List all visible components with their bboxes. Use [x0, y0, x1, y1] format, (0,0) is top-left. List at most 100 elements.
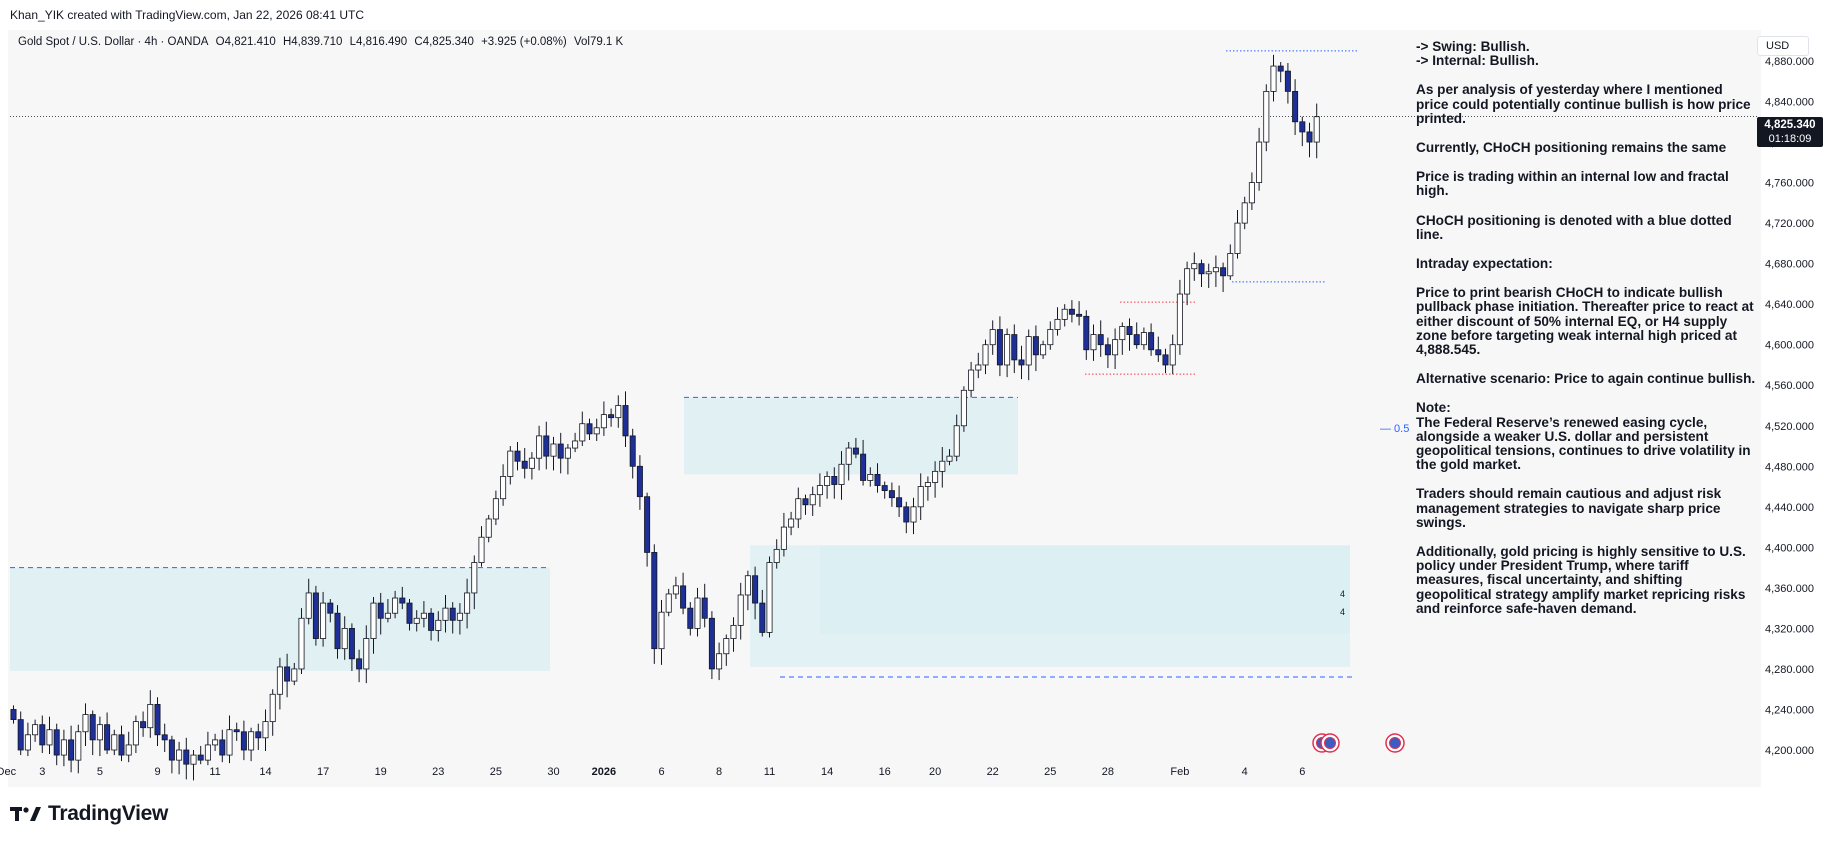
candle-body [96, 724, 103, 741]
candle-body [845, 447, 852, 465]
candle-body [10, 709, 17, 721]
time-axis-tick: 2026 [592, 766, 616, 778]
candle-body [1068, 308, 1075, 315]
candle-body [60, 739, 67, 756]
candle-body [1032, 336, 1039, 356]
currency-selector[interactable]: USD [1757, 36, 1809, 56]
time-axis-tick: 11 [209, 766, 220, 778]
candle-body [291, 668, 298, 682]
candle-body [356, 658, 363, 670]
time-axis-tick: 6 [1299, 766, 1305, 778]
candle-body [428, 612, 435, 631]
candle-body [161, 734, 168, 741]
symbol-label[interactable]: Gold Spot / U.S. Dollar · 4h · OANDA [18, 36, 209, 48]
candle-body [615, 405, 622, 419]
price-axis-tick: 4,520.000 [1765, 421, 1814, 433]
candle-body [932, 470, 939, 483]
candle-body [1227, 253, 1234, 277]
candle-body [377, 602, 384, 619]
time-axis-tick: 6 [658, 766, 664, 778]
candle-body [1277, 65, 1284, 72]
candle-body [629, 435, 636, 467]
candle-body [1241, 202, 1248, 224]
candle-body [975, 364, 982, 371]
time-axis-tick: 30 [547, 766, 559, 778]
candle-body [1212, 267, 1219, 273]
candle-body [543, 435, 550, 457]
candle-body [982, 344, 989, 366]
price-axis-tick: 4,400.000 [1765, 542, 1814, 554]
candle-body [226, 729, 233, 756]
candle-body [1140, 332, 1147, 346]
candle-body [1148, 332, 1155, 351]
candle-body [1205, 271, 1212, 275]
candle-body [255, 731, 262, 739]
candle-body [824, 476, 831, 486]
candle-body [1191, 263, 1198, 270]
candle-body [622, 405, 629, 437]
candle-body [363, 638, 370, 670]
candle-body [838, 463, 845, 485]
price-chart[interactable]: — 0.54,880.0004,840.0004,800.0004,760.00… [0, 0, 1835, 787]
zone-side-label: 4 [1340, 607, 1345, 617]
candle-body [17, 719, 24, 751]
open-value: O4,821.410 [215, 36, 276, 48]
time-axis-tick: 3 [39, 766, 45, 778]
candle-body [312, 592, 319, 639]
candle-body [68, 739, 75, 761]
candle-body [471, 562, 478, 594]
candle-body [572, 440, 579, 449]
candle-body [1299, 121, 1306, 133]
equilibrium-label: — 0.5 [1380, 423, 1409, 435]
note-traders: Traders should remain cautious and adjus… [1416, 486, 1722, 530]
candle-body [888, 490, 895, 499]
candle-body [536, 435, 543, 459]
candle-body [1313, 116, 1320, 143]
candle-body [651, 552, 658, 650]
tradingview-logo[interactable]: TradingView [10, 802, 168, 826]
candle-body [723, 638, 730, 655]
candle-body [384, 612, 391, 619]
candle-body [744, 575, 751, 596]
candle-body [730, 624, 737, 639]
candle-body [1169, 344, 1176, 366]
candle-body [672, 585, 679, 595]
candle-body [46, 729, 53, 746]
low-value: L4,816.490 [349, 36, 408, 48]
price-axis-tick: 4,680.000 [1765, 259, 1814, 271]
price-axis-tick: 4,320.000 [1765, 623, 1814, 635]
candle-body [658, 611, 665, 650]
candle-body [1256, 141, 1263, 183]
candle-body [1104, 344, 1111, 356]
candle-body [1083, 315, 1090, 351]
price-axis-tick: 4,840.000 [1765, 97, 1814, 109]
candle-body [132, 721, 139, 746]
time-axis-tick: 8 [716, 766, 722, 778]
note-swing: -> Swing: Bullish. [1416, 39, 1530, 54]
time-axis-tick: 4 [1242, 766, 1248, 778]
us-event-flag-inner-icon [1389, 737, 1401, 749]
price-axis-tick: 4,440.000 [1765, 502, 1814, 514]
note-choch-line: CHoCH positioning is denoted with a blue… [1416, 212, 1732, 242]
candle-body [881, 485, 888, 492]
candle-body [464, 592, 471, 614]
high-value: H4,839.710 [282, 36, 343, 48]
candle-body [708, 617, 715, 670]
note-intraday-detail: Price to print bearish CHoCH to indicate… [1416, 285, 1754, 358]
candle-body [802, 498, 809, 506]
created-with-text: Khan_YIK created with TradingView.com, J… [10, 8, 364, 22]
note-trump: Additionally, gold pricing is highly sen… [1416, 544, 1746, 616]
ohlc-legend: Gold Spot / U.S. Dollar · 4h · OANDA O4,… [18, 36, 627, 48]
candle-body [1054, 318, 1061, 330]
candle-body [874, 473, 881, 486]
candle-body [644, 496, 651, 553]
demand-zone-inner [820, 545, 1350, 634]
price-axis-bg [1761, 30, 1835, 787]
candle-body [269, 693, 276, 723]
candle-body [759, 602, 766, 633]
candle-body [89, 714, 96, 741]
price-axis-tick: 4,720.000 [1765, 218, 1814, 230]
candle-body [917, 486, 924, 508]
candle-body [435, 619, 442, 631]
time-axis-tick: 23 [432, 766, 444, 778]
